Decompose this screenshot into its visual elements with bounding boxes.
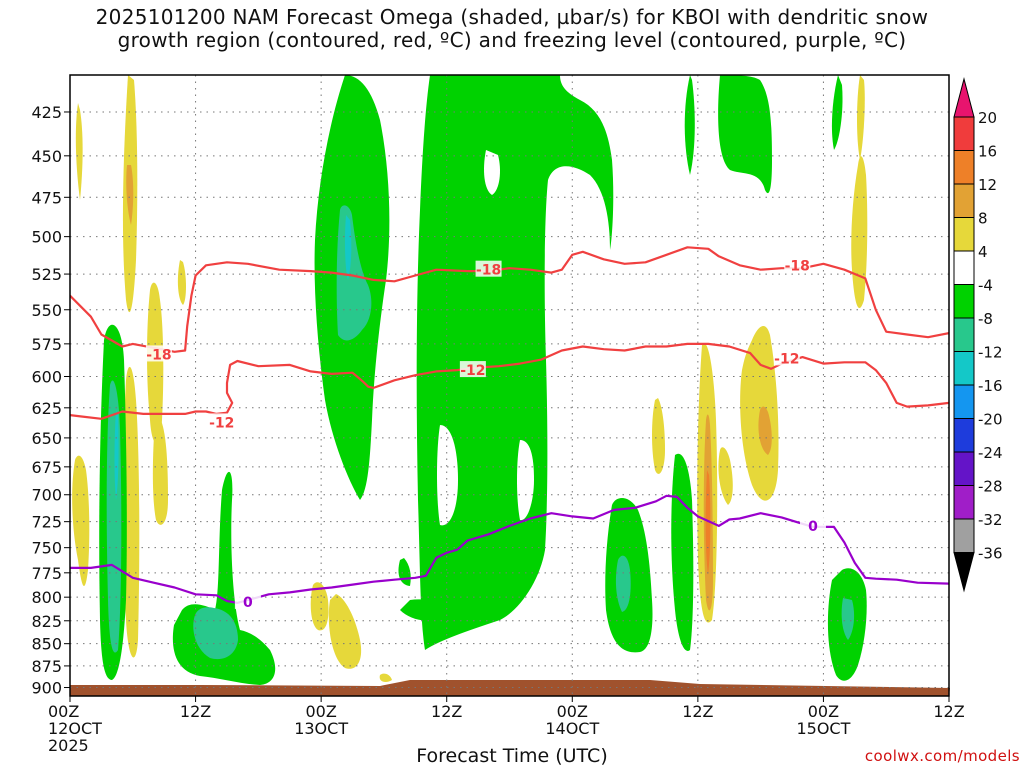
y-tick-label-425: 425 — [31, 103, 62, 122]
colorbar-label-9: -20 — [978, 411, 1003, 429]
contour-label-bg-minus-12-2 — [773, 349, 800, 366]
colorbar-label-12: -32 — [978, 511, 1003, 529]
x-tick-label-0-0: 00Z — [48, 702, 79, 721]
y-tick-label-600: 600 — [31, 367, 62, 386]
y-tick-label-825: 825 — [31, 612, 62, 631]
colorbar-label-13: -36 — [978, 545, 1003, 563]
colorbar-bin-5 — [953, 250, 975, 285]
y-tick-label-850: 850 — [31, 635, 62, 654]
colorbar-bin-7 — [953, 317, 975, 352]
colorbar-label-6: -8 — [978, 310, 993, 328]
contour-label-minus-18-1: -18 — [476, 263, 501, 279]
colorbar-top-triangle — [953, 77, 975, 118]
colorbar-label-1: 16 — [978, 143, 997, 161]
y-tick-label-700: 700 — [31, 486, 62, 505]
colorbar-bin-3 — [953, 183, 975, 218]
colorbar-label-11: -28 — [978, 478, 1003, 496]
omega-shading — [72, 75, 868, 685]
x-tick-label-72-0: 00Z — [808, 702, 839, 721]
y-tick-label-875: 875 — [31, 657, 62, 676]
contour-label-bg-freezing-level-1 — [799, 516, 826, 533]
x-tick-label-12-0: 12Z — [180, 702, 211, 721]
plot-frame — [69, 74, 950, 697]
colorbar-bottom-triangle — [953, 552, 975, 593]
colorbar-label-8: -16 — [978, 377, 1003, 395]
x-tick-label-24-1: 13OCT — [294, 719, 348, 738]
y-tick-label-900: 900 — [31, 679, 62, 698]
contour-label-minus-12-2: -12 — [774, 351, 799, 367]
x-tick-label-24-0: 00Z — [305, 702, 336, 721]
y-tick-label-800: 800 — [31, 588, 62, 607]
x-axis-title: Forecast Time (UTC) — [416, 745, 608, 767]
colorbar-bin-6 — [953, 284, 975, 319]
contour-label-minus-18-2: -18 — [785, 258, 810, 274]
contour-label-minus-18-0: -18 — [146, 347, 171, 363]
credit-text: coolwx.com/models — [864, 747, 1020, 765]
y-tick-label-525: 525 — [31, 265, 62, 284]
colorbar-bin-4 — [953, 217, 975, 252]
colorbar-bin-10 — [953, 418, 975, 453]
colorbar-label-5: -4 — [978, 277, 993, 295]
x-tick-label-72-1: 15OCT — [796, 719, 850, 738]
y-tick-label-450: 450 — [31, 147, 62, 166]
y-tick-label-550: 550 — [31, 301, 62, 320]
colorbar: 20 16 12 8 4 -4 -8 -12 -16 -20 -24 -28 -32 -36 — [953, 77, 1003, 593]
contour-label-bg-minus-12-1 — [459, 361, 486, 378]
colorbar-bin-11 — [953, 451, 975, 486]
contour-label-bg-freezing-level-0 — [234, 592, 261, 609]
colorbar-bin-1 — [953, 116, 975, 151]
colorbar-bin-2 — [953, 150, 975, 185]
y-tick-label-575: 575 — [31, 335, 62, 354]
x-tick-label-36-0: 12Z — [431, 702, 462, 721]
contour-label-bg-minus-18-1 — [475, 260, 502, 277]
colorbar-label-7: -12 — [978, 344, 1003, 362]
y-tick-label-500: 500 — [31, 228, 62, 247]
x-tick-label-0-1: 12OCT — [48, 719, 102, 738]
contour-label-bg-minus-12-0 — [208, 413, 235, 430]
colorbar-label-10: -24 — [978, 444, 1003, 462]
colorbar-label-0: 20 — [978, 109, 997, 127]
x-tick-label-48-1: 14OCT — [545, 719, 599, 738]
ground-terrain — [70, 680, 950, 696]
x-tick-label-84-0: 12Z — [933, 702, 964, 721]
contour-label-freezing-level-1: 0 — [808, 519, 818, 535]
contour-label-bg-minus-18-0 — [145, 345, 172, 362]
contour-label-minus-12-0: -12 — [209, 415, 234, 431]
colorbar-bin-8 — [953, 351, 975, 386]
y-tick-label-625: 625 — [31, 399, 62, 418]
colorbar-bin-12 — [953, 485, 975, 520]
contour-label-minus-12-1: -12 — [460, 363, 485, 379]
colorbar-label-4: 4 — [978, 243, 988, 261]
contour-label-freezing-level-0: 0 — [243, 595, 253, 611]
x-tick-label-48-0: 00Z — [557, 702, 588, 721]
pressure-axis: 425 450 475 500 525 550 575 600 625 650 675 700 725 7… — [31, 103, 70, 698]
contour-labels: -18 -18 -18 -12 -12 -12 0 0 — [145, 256, 826, 611]
x-tick-label-0-2: 2025 — [48, 736, 89, 755]
chart-title-line-1: 2025101200 NAM Forecast Omega (shaded, µ… — [95, 5, 929, 29]
colorbar-bin-9 — [953, 384, 975, 419]
colorbar-bin-13 — [953, 518, 975, 553]
y-tick-label-650: 650 — [31, 429, 62, 448]
contour-label-bg-minus-18-2 — [784, 256, 811, 273]
x-tick-label-60-0: 12Z — [682, 702, 713, 721]
colorbar-label-3: 8 — [978, 210, 988, 228]
colorbar-label-2: 12 — [978, 176, 997, 194]
y-tick-label-775: 775 — [31, 564, 62, 583]
y-tick-label-750: 750 — [31, 539, 62, 558]
y-tick-label-475: 475 — [31, 188, 62, 207]
y-tick-label-725: 725 — [31, 513, 62, 532]
chart-title-line-2: growth region (contoured, red, ºC) and f… — [117, 28, 907, 52]
y-tick-label-675: 675 — [31, 458, 62, 477]
